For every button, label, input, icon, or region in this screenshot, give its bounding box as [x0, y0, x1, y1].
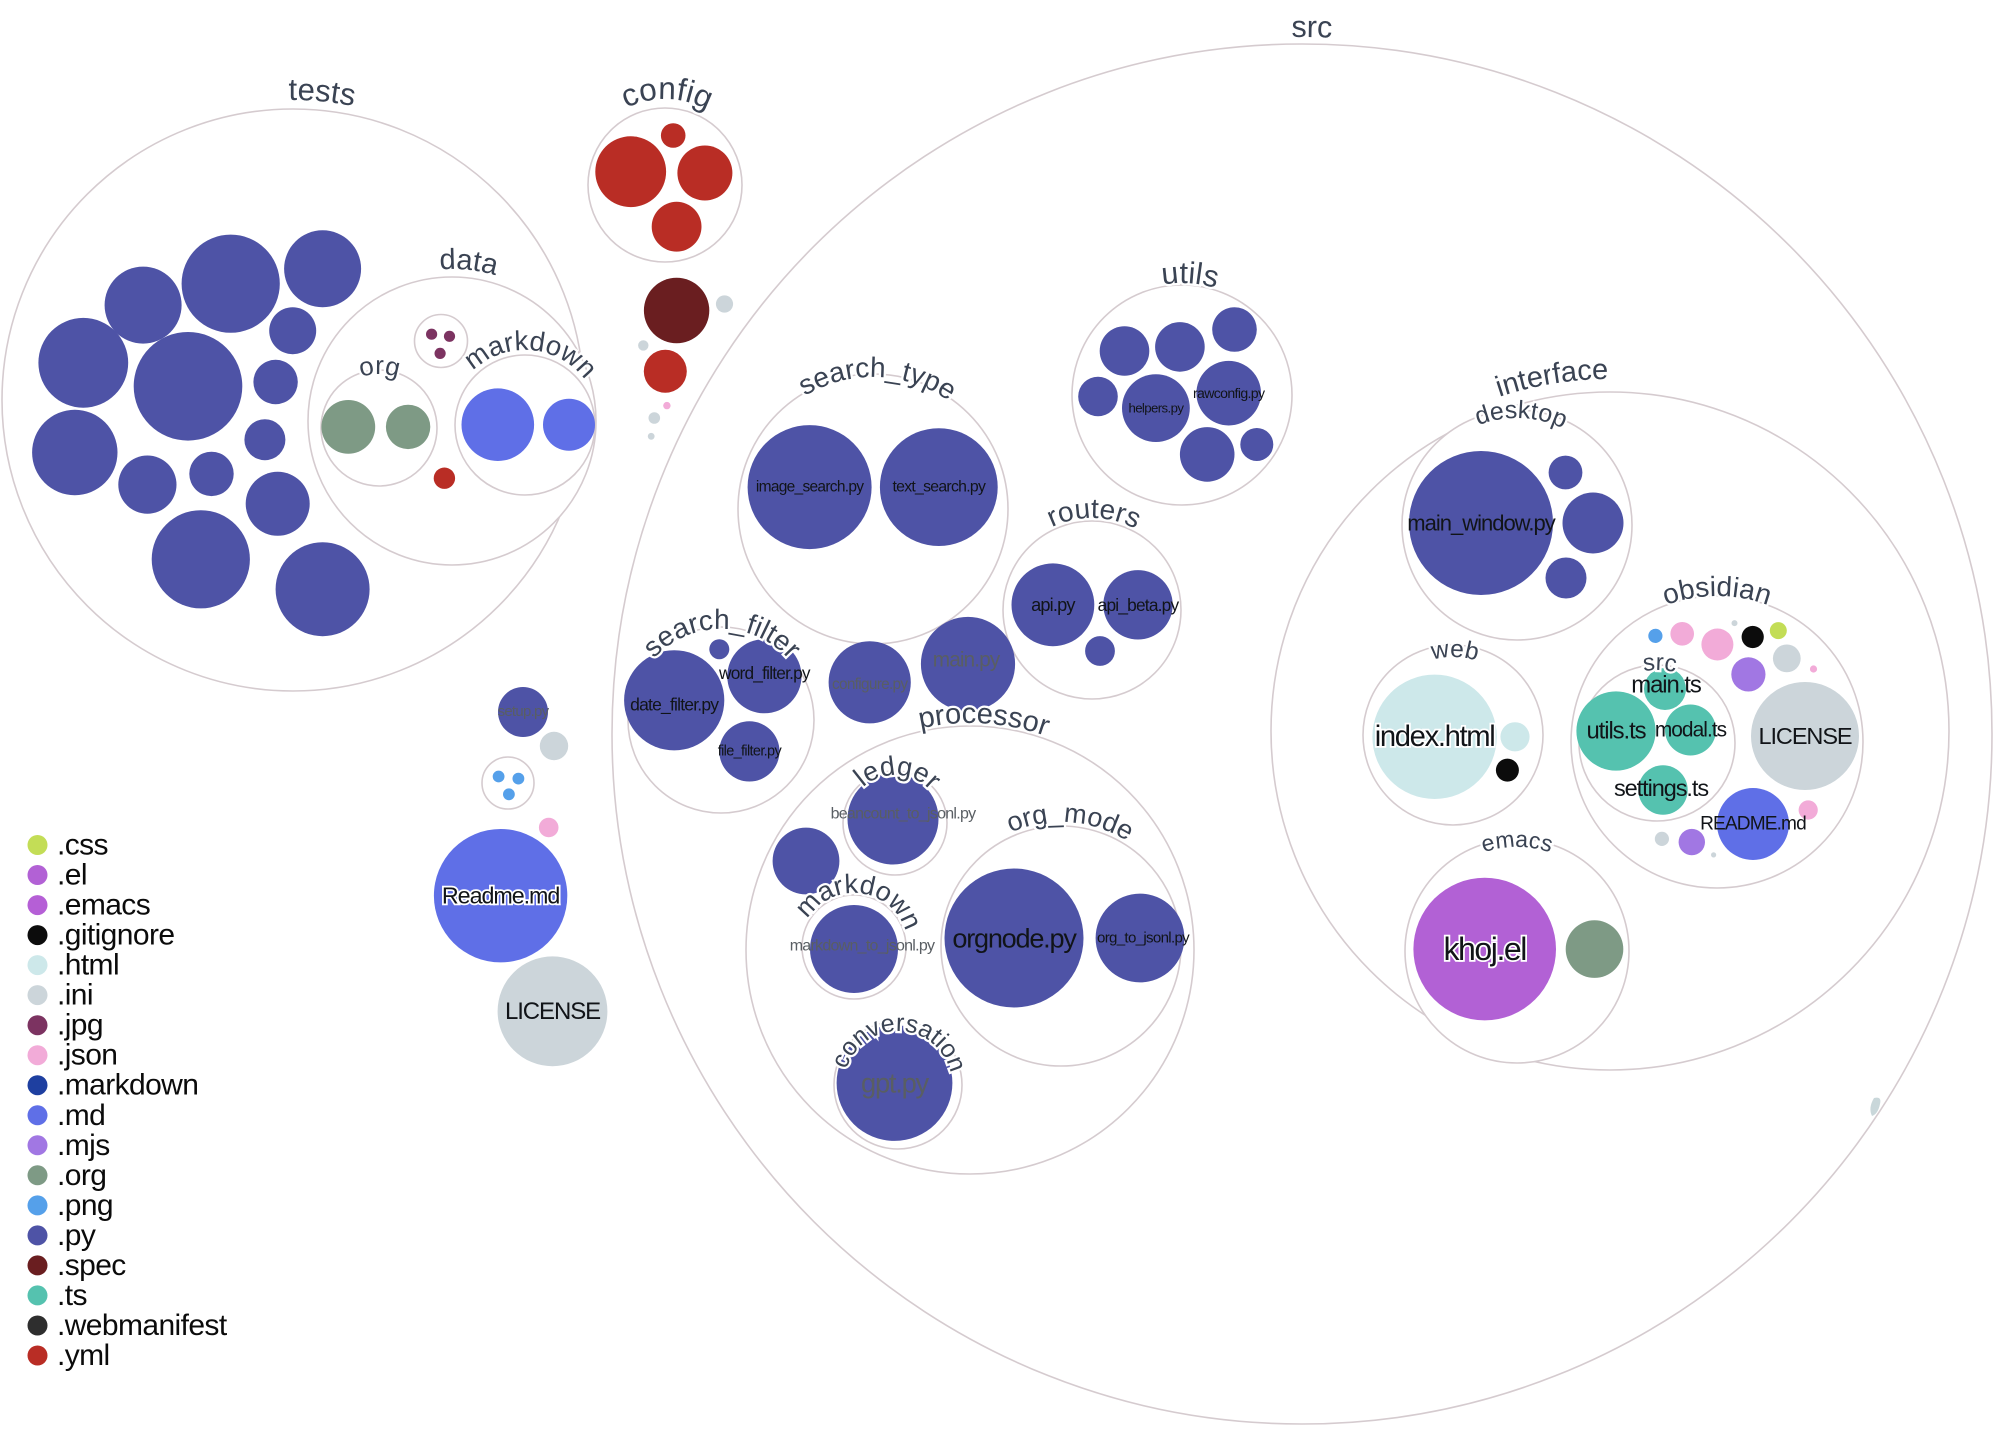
svg-text:utils: utils — [1160, 256, 1223, 295]
svg-text:main.ts: main.ts — [1631, 672, 1702, 699]
svg-text:index.html: index.html — [1375, 721, 1495, 753]
svg-text:.org: .org — [57, 1159, 106, 1192]
svg-text:.py: .py — [57, 1219, 96, 1252]
svg-text:tests: tests — [289, 72, 359, 113]
svg-text:LICENSE: LICENSE — [1758, 723, 1851, 749]
svg-text:web: web — [1428, 636, 1481, 667]
svg-text:image_search.py: image_search.py — [756, 479, 864, 496]
svg-text:gpt.py: gpt.py — [861, 1068, 930, 1099]
svg-text:main_window.py: main_window.py — [1407, 511, 1555, 536]
svg-text:src: src — [1291, 10, 1333, 45]
svg-text:markdown_to_jsonl.py: markdown_to_jsonl.py — [790, 938, 935, 955]
svg-text:.el: .el — [57, 859, 87, 892]
svg-text:src: src — [1642, 649, 1679, 678]
svg-text:LICENSE: LICENSE — [505, 998, 600, 1025]
svg-text:.html: .html — [57, 949, 119, 982]
svg-text:word_filter.py: word_filter.py — [718, 663, 811, 683]
svg-text:modal.ts: modal.ts — [1655, 719, 1727, 742]
svg-text:main.py: main.py — [933, 649, 1001, 672]
svg-text:configure.py: configure.py — [832, 676, 908, 693]
svg-text:.mjs: .mjs — [57, 1129, 110, 1162]
svg-text:.webmanifest: .webmanifest — [57, 1309, 228, 1342]
svg-text:.jpg: .jpg — [57, 1009, 103, 1042]
svg-text:.markdown: .markdown — [57, 1069, 198, 1102]
svg-text:helpers.py: helpers.py — [1128, 401, 1184, 416]
svg-text:.spec: .spec — [57, 1249, 126, 1282]
svg-text:file_filter.py: file_filter.py — [718, 743, 783, 759]
svg-text:Readme.md: Readme.md — [442, 883, 559, 909]
svg-text:text_search.py: text_search.py — [892, 479, 985, 496]
svg-text:.png: .png — [57, 1189, 113, 1222]
svg-text:api.py: api.py — [1031, 595, 1076, 615]
svg-text:rawconfig.py: rawconfig.py — [1193, 385, 1266, 401]
svg-text:.md: .md — [57, 1099, 105, 1132]
svg-text:orgnode.py: orgnode.py — [952, 923, 1077, 954]
svg-text:.json: .json — [57, 1039, 117, 1072]
svg-text:.ts: .ts — [57, 1279, 87, 1312]
svg-text:utils.ts: utils.ts — [1586, 718, 1646, 745]
svg-text:.gitignore: .gitignore — [57, 919, 174, 952]
svg-text:beancount_to_jsonl.py: beancount_to_jsonl.py — [831, 806, 977, 823]
svg-text:.emacs: .emacs — [57, 889, 150, 922]
svg-text:date_filter.py: date_filter.py — [630, 694, 719, 715]
svg-text:khoj.el: khoj.el — [1443, 931, 1526, 967]
svg-text:api_beta.py: api_beta.py — [1098, 595, 1180, 615]
svg-text:.css: .css — [57, 829, 108, 862]
svg-text:org: org — [356, 350, 403, 383]
svg-text:setup.py: setup.py — [498, 704, 550, 720]
svg-text:.yml: .yml — [57, 1339, 110, 1372]
svg-text:org_to_jsonl.py: org_to_jsonl.py — [1097, 930, 1190, 947]
svg-text:settings.ts: settings.ts — [1614, 775, 1708, 801]
svg-text:.ini: .ini — [57, 979, 93, 1012]
svg-text:README.md: README.md — [1700, 814, 1806, 835]
